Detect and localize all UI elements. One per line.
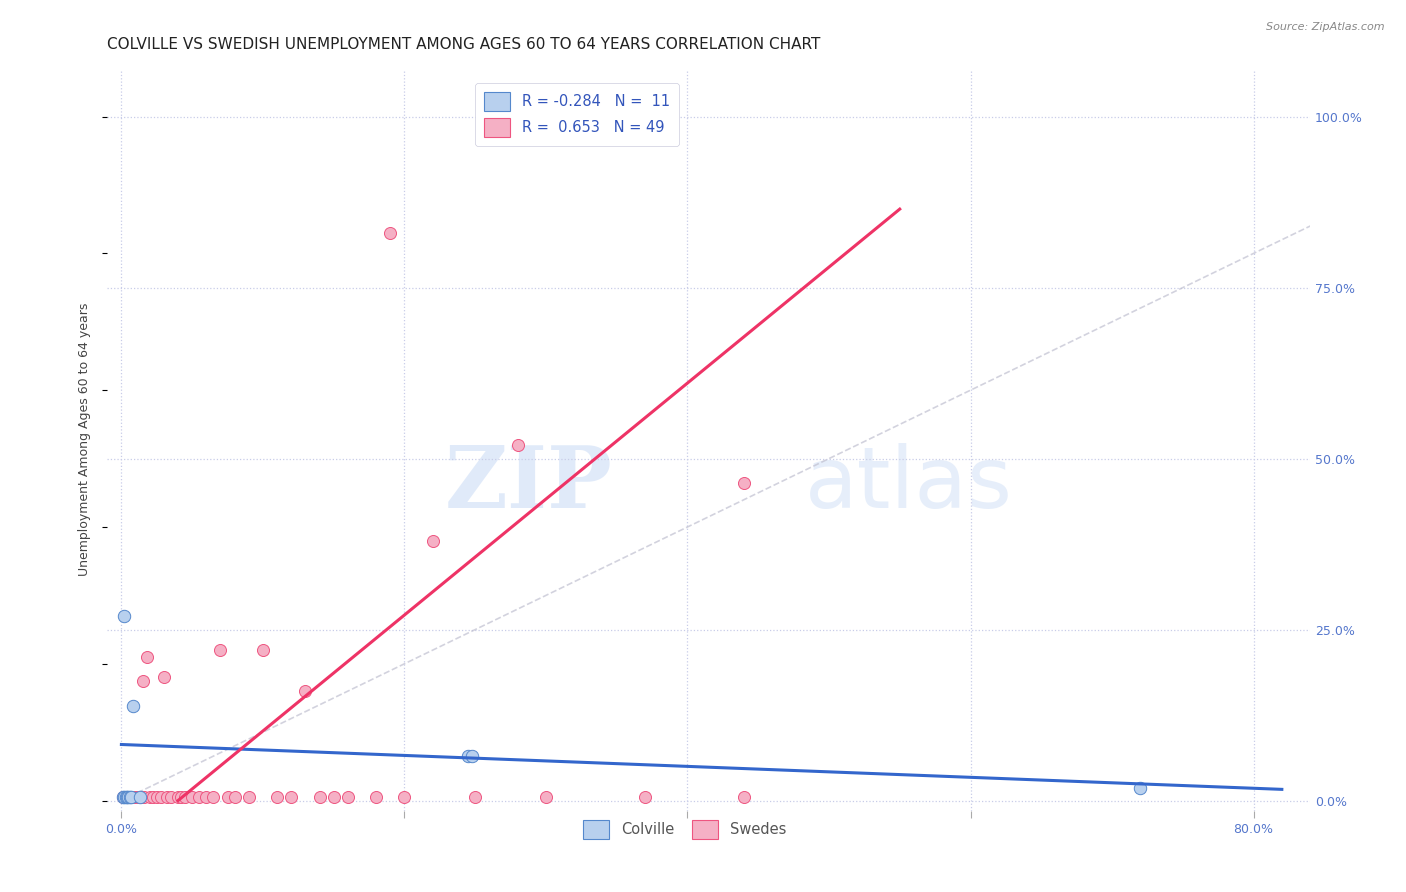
Point [118,790,141,805]
Point [150,790,173,805]
Point [120,790,142,805]
Point [120,790,142,805]
Point [209,643,232,657]
Point [733,790,755,805]
Point [634,790,657,805]
Point [112,790,135,805]
Point [114,790,136,805]
Point [146,790,169,805]
Point [121,790,143,805]
Text: COLVILLE VS SWEDISH UNEMPLOYMENT AMONG AGES 60 TO 64 YEARS CORRELATION CHART: COLVILLE VS SWEDISH UNEMPLOYMENT AMONG A… [107,37,821,53]
Point [112,790,135,805]
Point [195,790,218,805]
Point [127,790,149,805]
Point [280,790,302,805]
Point [394,790,416,805]
Point [202,790,225,805]
Text: ZIP: ZIP [444,442,613,526]
Point [115,790,138,805]
Point [422,533,444,548]
Point [336,790,359,805]
Point [122,790,145,805]
Point [733,475,755,490]
Point [138,790,160,805]
Point [308,790,330,805]
Point [294,684,316,698]
Point [153,670,176,684]
Point [534,790,557,805]
Point [112,608,135,623]
Point [457,749,479,764]
Point [156,790,179,805]
Y-axis label: Unemployment Among Ages 60 to 64 years: Unemployment Among Ages 60 to 64 years [79,303,91,576]
Point [252,643,274,657]
Point [128,790,150,805]
Point [160,790,183,805]
Point [167,790,190,805]
Point [461,749,484,764]
Legend: Colville, Swedes: Colville, Swedes [578,814,792,845]
Point [170,790,193,805]
Point [506,438,529,452]
Point [132,790,155,805]
Point [174,790,197,805]
Point [117,790,139,805]
Point [124,790,146,805]
Point [464,790,486,805]
Point [322,790,344,805]
Point [380,226,402,240]
Point [114,790,136,805]
Point [217,790,239,805]
Point [128,790,150,805]
Point [121,699,143,714]
Point [118,790,141,805]
Point [111,790,134,805]
Point [111,790,134,805]
Point [1129,781,1152,796]
Point [131,673,153,688]
Point [366,790,388,805]
Text: atlas: atlas [804,442,1012,525]
Text: Source: ZipAtlas.com: Source: ZipAtlas.com [1267,22,1385,32]
Point [141,790,163,805]
Point [188,790,211,805]
Point [181,790,204,805]
Point [135,649,157,664]
Point [238,790,260,805]
Point [129,790,152,805]
Point [117,790,139,805]
Point [266,790,288,805]
Point [224,790,246,805]
Point [115,790,138,805]
